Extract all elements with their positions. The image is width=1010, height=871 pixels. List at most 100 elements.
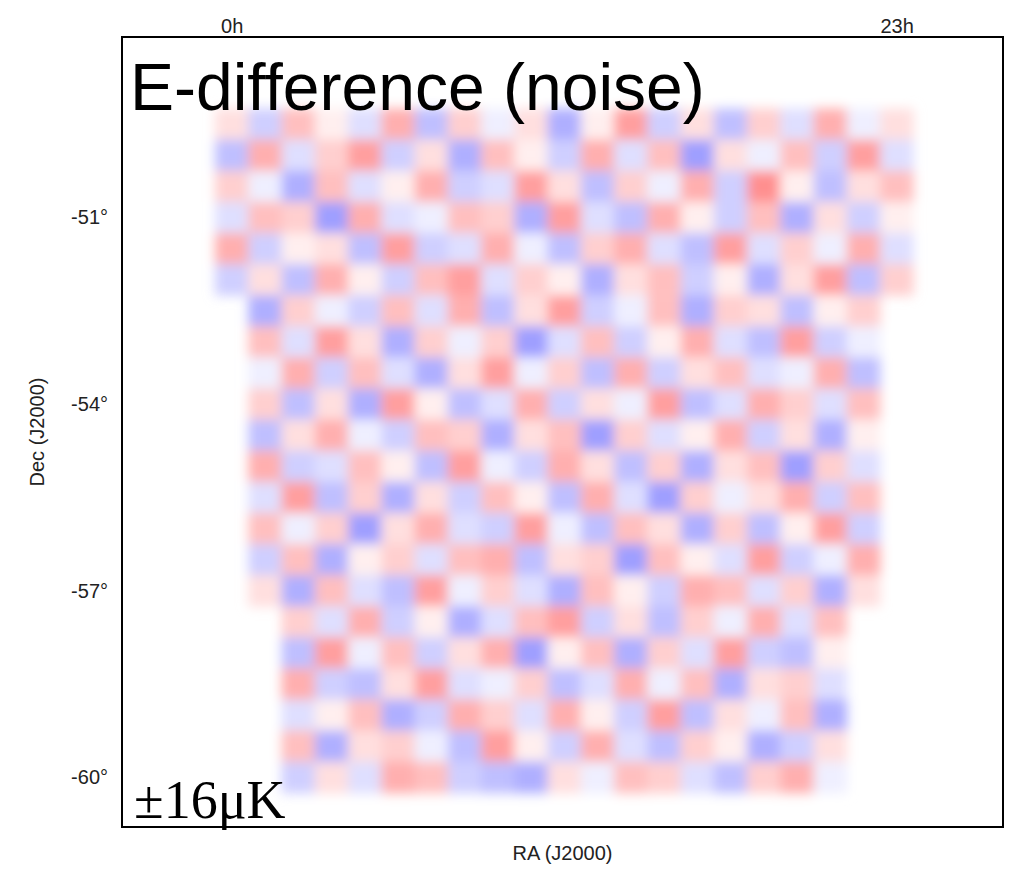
cell — [714, 357, 748, 389]
cell — [315, 575, 349, 607]
cell — [248, 326, 282, 358]
cell — [381, 140, 415, 172]
cell — [315, 731, 349, 763]
cell — [448, 202, 482, 234]
map-area — [215, 109, 914, 794]
cell — [880, 140, 914, 172]
cell — [348, 233, 382, 265]
cell — [747, 482, 781, 514]
cell — [448, 140, 482, 172]
cell — [448, 731, 482, 763]
cell — [481, 326, 515, 358]
cell — [647, 762, 681, 794]
cell — [282, 668, 316, 700]
cell — [282, 606, 316, 638]
cell — [548, 668, 582, 700]
cell — [315, 762, 349, 794]
cell — [415, 388, 449, 420]
cell — [714, 264, 748, 296]
cell — [481, 140, 515, 172]
cell — [747, 326, 781, 358]
cell — [548, 731, 582, 763]
cell — [448, 762, 482, 794]
cell — [747, 575, 781, 607]
cell — [514, 326, 548, 358]
cell — [315, 264, 349, 296]
cell — [647, 233, 681, 265]
y-axis: -51°-54°-57°-60° — [71, 38, 122, 828]
cell — [747, 699, 781, 731]
cell — [282, 171, 316, 203]
cell — [847, 513, 881, 545]
cell — [814, 575, 848, 607]
cell — [780, 233, 814, 265]
cell — [647, 140, 681, 172]
cell — [481, 451, 515, 483]
cell — [481, 357, 515, 389]
cell — [647, 202, 681, 234]
cell — [215, 233, 249, 265]
cell — [514, 171, 548, 203]
cell — [814, 606, 848, 638]
cell — [348, 295, 382, 327]
cell — [614, 513, 648, 545]
cell — [714, 171, 748, 203]
cell — [647, 388, 681, 420]
cell — [548, 762, 582, 794]
cell — [548, 264, 582, 296]
cell — [381, 482, 415, 514]
cell — [448, 637, 482, 669]
cell — [581, 202, 615, 234]
cell — [747, 233, 781, 265]
y-tick: -57° — [71, 580, 122, 602]
cell — [248, 513, 282, 545]
cell — [581, 171, 615, 203]
cell — [814, 699, 848, 731]
cell — [847, 295, 881, 327]
cell — [614, 699, 648, 731]
cell — [681, 388, 715, 420]
y-tick: -60° — [71, 766, 122, 788]
cell — [514, 482, 548, 514]
cell — [880, 233, 914, 265]
cell — [381, 731, 415, 763]
cell — [814, 420, 848, 452]
cell — [780, 109, 814, 141]
cell — [481, 171, 515, 203]
cell — [548, 513, 582, 545]
cell — [514, 233, 548, 265]
cell — [814, 109, 848, 141]
cell — [415, 326, 449, 358]
cell — [448, 451, 482, 483]
cell — [282, 295, 316, 327]
cell — [581, 606, 615, 638]
cell — [681, 482, 715, 514]
cell — [647, 637, 681, 669]
cell — [814, 357, 848, 389]
y-axis-title: Dec (J2000) — [26, 378, 48, 487]
cell — [581, 482, 615, 514]
color-range-label: ±16μK — [134, 770, 286, 830]
cell — [448, 264, 482, 296]
cell — [282, 357, 316, 389]
cell — [415, 140, 449, 172]
cell — [681, 171, 715, 203]
cell — [814, 202, 848, 234]
cell — [315, 326, 349, 358]
cell — [381, 637, 415, 669]
cell — [581, 575, 615, 607]
cell — [747, 606, 781, 638]
cell — [714, 109, 748, 141]
cell — [415, 451, 449, 483]
cell — [481, 202, 515, 234]
cell — [215, 171, 249, 203]
cell — [847, 575, 881, 607]
x-tick: 0h — [221, 15, 243, 37]
cell — [282, 202, 316, 234]
cell — [514, 544, 548, 576]
cell — [614, 140, 648, 172]
cell — [448, 388, 482, 420]
cell — [780, 513, 814, 545]
chart: 0h23h-51°-54°-57°-60°RA (J2000)Dec (J200… — [0, 0, 1010, 871]
cell — [315, 544, 349, 576]
